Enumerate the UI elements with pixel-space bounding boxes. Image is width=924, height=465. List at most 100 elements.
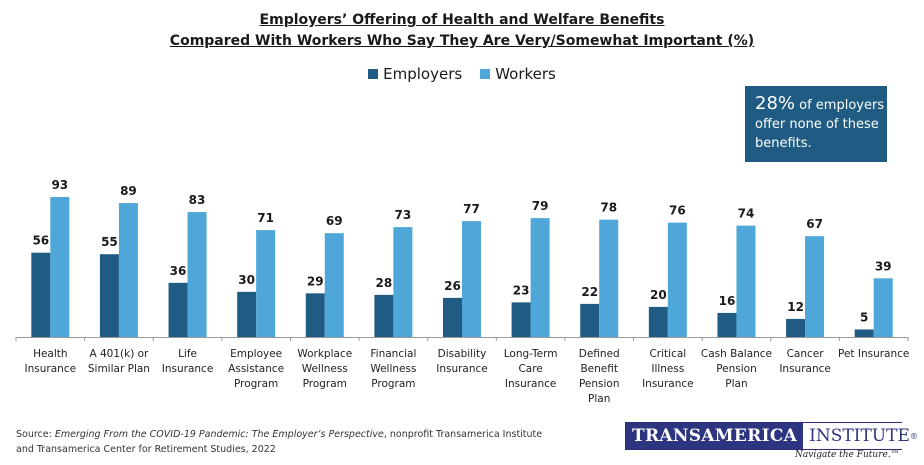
bar-workers bbox=[667, 222, 687, 337]
bar-employers bbox=[717, 312, 737, 337]
x-tick-label: Critical bbox=[649, 348, 686, 360]
bar-workers bbox=[393, 227, 413, 337]
x-tick-label: Program bbox=[234, 378, 278, 390]
x-tick-label: Plan bbox=[588, 393, 610, 405]
legend: Employers Workers bbox=[0, 65, 924, 83]
data-label-workers: 78 bbox=[600, 201, 617, 215]
x-tick-label: Defined bbox=[579, 348, 620, 360]
x-tick-label: Pension bbox=[716, 363, 757, 375]
callout-highlight: 28% bbox=[755, 93, 796, 114]
bar-employers bbox=[854, 329, 874, 337]
data-label-workers: 67 bbox=[806, 217, 823, 231]
callout-text: of employers offer none of these benefit… bbox=[755, 98, 885, 151]
x-tick-label: Life bbox=[178, 348, 197, 360]
data-label-employers: 12 bbox=[787, 300, 804, 314]
x-tick-label: Pet Insurance bbox=[838, 348, 909, 360]
x-tick-label: Cash Balance bbox=[701, 348, 772, 360]
bar-employers bbox=[648, 306, 668, 337]
x-tick-label: Wellness bbox=[370, 363, 416, 375]
data-label-employers: 29 bbox=[307, 274, 324, 288]
x-tick-label: Plan bbox=[725, 378, 747, 390]
bar-workers bbox=[805, 236, 825, 337]
logo-part2-text: INSTITUTE bbox=[809, 426, 910, 446]
data-label-workers: 89 bbox=[120, 184, 137, 198]
x-tick-label: Insurance bbox=[436, 363, 488, 375]
x-tick-label: Long-Term bbox=[504, 348, 558, 360]
x-tick-label: Insurance bbox=[505, 378, 557, 390]
transamerica-logo: TRANSAMERICA INSTITUTE ® bbox=[625, 422, 924, 450]
x-tick-label: Insurance bbox=[25, 363, 77, 375]
bar-workers bbox=[873, 278, 893, 337]
legend-label-workers: Workers bbox=[495, 65, 556, 83]
x-tick-label: Insurance bbox=[779, 363, 831, 375]
x-tick-label: Cancer bbox=[787, 348, 825, 360]
x-tick-label: Program bbox=[303, 378, 347, 390]
legend-swatch-employers bbox=[368, 69, 379, 79]
chart-subtitle: Compared With Workers Who Say They Are V… bbox=[169, 33, 755, 49]
logo-part1: TRANSAMERICA bbox=[626, 423, 804, 449]
x-tick-label: Program bbox=[371, 378, 415, 390]
x-tick-label: A 401(k) or bbox=[89, 348, 149, 360]
bar-employers bbox=[99, 254, 119, 337]
x-tick-label: Illness bbox=[651, 363, 684, 375]
x-tick-label: Care bbox=[518, 363, 542, 375]
data-label-employers: 16 bbox=[719, 294, 736, 308]
x-tick-label: Disability bbox=[438, 348, 487, 360]
x-tick-label: Insurance bbox=[642, 378, 694, 390]
logo-mark: ® bbox=[909, 431, 918, 441]
data-label-workers: 73 bbox=[395, 208, 412, 222]
chart-title: Employers’ Offering of Health and Welfar… bbox=[259, 12, 665, 28]
logo-part2: INSTITUTE ® bbox=[803, 423, 924, 449]
source-line2: and Transamerica Center for Retirement S… bbox=[16, 444, 276, 455]
bar-employers bbox=[31, 252, 51, 337]
x-tick-label: Employee bbox=[230, 348, 282, 360]
data-label-employers: 55 bbox=[101, 235, 118, 249]
data-label-workers: 39 bbox=[875, 259, 892, 273]
source-title: Emerging From the COVID-19 Pandemic: The… bbox=[54, 429, 384, 440]
data-label-workers: 79 bbox=[532, 199, 549, 213]
data-label-employers: 5 bbox=[860, 310, 868, 324]
legend-item-workers: Workers bbox=[480, 65, 556, 83]
x-tick-label: Benefit bbox=[580, 363, 618, 375]
data-label-workers: 71 bbox=[257, 211, 274, 225]
data-label-employers: 26 bbox=[444, 279, 461, 293]
data-label-employers: 23 bbox=[513, 283, 530, 297]
logo-tagline: Navigate the Future.™ bbox=[795, 450, 900, 460]
bar-employers bbox=[237, 291, 257, 337]
data-label-workers: 93 bbox=[51, 178, 68, 192]
callout-box: 28% of employers offer none of these ben… bbox=[745, 86, 887, 162]
legend-swatch-workers bbox=[480, 69, 491, 79]
bar-workers bbox=[50, 197, 70, 337]
x-tick-label: Pension bbox=[579, 378, 620, 390]
data-label-employers: 36 bbox=[170, 264, 187, 278]
data-label-workers: 69 bbox=[326, 214, 343, 228]
data-label-employers: 20 bbox=[650, 288, 667, 302]
bar-employers bbox=[374, 294, 394, 337]
bar-workers bbox=[118, 203, 138, 337]
bar-employers bbox=[305, 293, 325, 337]
x-tick-label: Health bbox=[33, 348, 67, 360]
data-label-employers: 30 bbox=[238, 273, 255, 287]
legend-item-employers: Employers bbox=[368, 65, 462, 83]
bar-workers bbox=[324, 233, 344, 337]
bar-employers bbox=[786, 318, 806, 337]
bar-workers bbox=[530, 218, 550, 337]
data-label-workers: 83 bbox=[189, 193, 206, 207]
bar-chart: 56 93 Health Insurance 55 89 A 401(k) or Simila… bbox=[15, 178, 909, 405]
x-tick-label: Workplace bbox=[297, 348, 352, 360]
bar-employers bbox=[511, 302, 531, 337]
bar-workers bbox=[736, 225, 756, 337]
bar-workers bbox=[187, 212, 207, 337]
bar-workers bbox=[256, 230, 276, 337]
data-label-workers: 76 bbox=[669, 204, 686, 218]
source-note: Source: Emerging From the COVID-19 Pande… bbox=[16, 427, 576, 457]
data-label-employers: 56 bbox=[32, 234, 49, 248]
x-tick-label: Insurance bbox=[162, 363, 214, 375]
x-tick-label: Wellness bbox=[302, 363, 348, 375]
data-label-workers: 77 bbox=[463, 202, 480, 216]
bar-employers bbox=[580, 303, 600, 337]
legend-label-employers: Employers bbox=[383, 65, 463, 83]
source-suffix: , nonprofit Transamerica Institute bbox=[383, 429, 543, 440]
data-label-employers: 28 bbox=[376, 276, 393, 290]
bar-employers bbox=[443, 297, 462, 337]
